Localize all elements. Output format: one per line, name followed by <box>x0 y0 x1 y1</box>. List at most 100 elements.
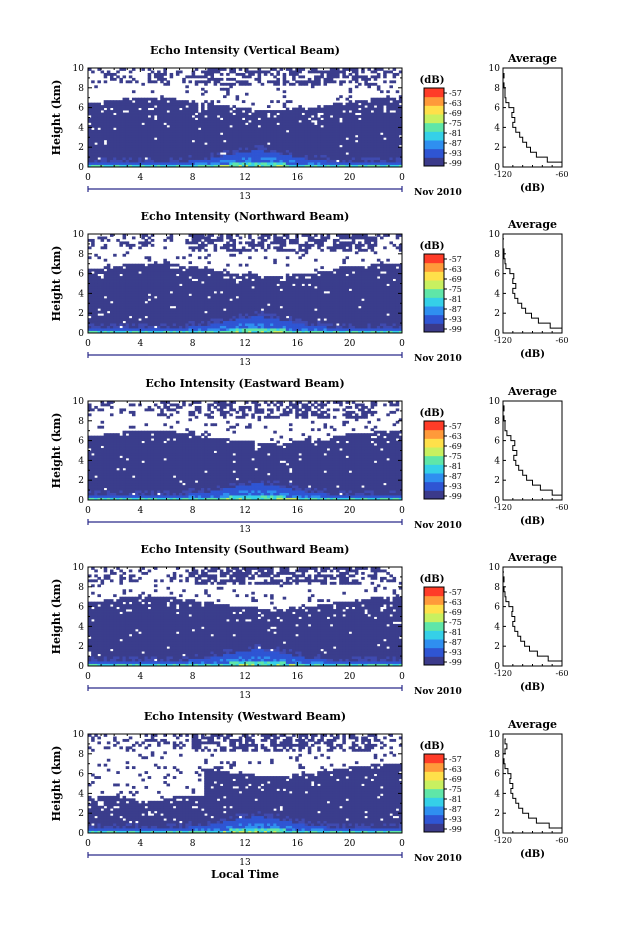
heatmap-cell <box>157 134 161 138</box>
heatmap-cell <box>320 328 324 331</box>
heatmap-cell <box>395 102 400 106</box>
heatmap-cell <box>229 137 233 141</box>
heatmap-cell <box>219 325 224 329</box>
heatmap-cell <box>339 82 343 86</box>
heatmap-cell <box>88 127 92 131</box>
heatmap-cell <box>169 320 174 324</box>
heatmap-cell <box>103 305 108 309</box>
heatmap-cell <box>395 290 400 294</box>
heatmap-cell <box>172 320 177 324</box>
heatmap-cell <box>348 323 353 326</box>
heatmap-cell <box>88 300 92 304</box>
heatmap-cell <box>395 162 400 165</box>
heatmap-cell <box>226 328 230 331</box>
heatmap-cell <box>354 300 359 304</box>
heatmap-cell <box>373 119 378 123</box>
heatmap-cell <box>386 290 390 294</box>
heatmap-cell <box>197 330 202 333</box>
heatmap-cell <box>336 142 340 146</box>
heatmap-cell <box>273 310 277 314</box>
heatmap-cell <box>141 295 145 299</box>
heatmap-cell <box>288 144 293 148</box>
heatmap-cell <box>361 295 365 299</box>
heatmap-cell <box>191 129 196 133</box>
heatmap-cell <box>113 147 117 151</box>
heatmap-cell <box>160 330 164 333</box>
heatmap-cell <box>232 149 236 153</box>
heatmap-cell <box>135 124 139 128</box>
heatmap-cell <box>395 107 400 111</box>
heatmap-cell <box>358 300 362 304</box>
heatmap-cell <box>131 318 136 322</box>
heatmap-cell <box>354 132 359 136</box>
heatmap-cell <box>304 310 309 314</box>
heatmap-cell <box>94 139 98 143</box>
heatmap-cell <box>179 318 183 322</box>
heatmap-cell <box>207 157 211 160</box>
heatmap-cell <box>169 293 174 297</box>
profile-title: Average <box>507 52 557 65</box>
heatmap-cell <box>354 137 359 141</box>
heatmap-cell <box>207 105 211 108</box>
heatmap-cell <box>216 328 221 331</box>
heatmap-cell <box>94 134 98 138</box>
heatmap-cell <box>358 105 362 108</box>
heatmap-cell <box>128 290 133 294</box>
heatmap-cell <box>298 122 302 126</box>
heatmap-cell <box>128 323 133 326</box>
heatmap-cell <box>307 134 312 138</box>
heatmap-cell <box>175 127 180 131</box>
heatmap-cell <box>122 330 127 333</box>
heatmap-cell <box>157 313 161 317</box>
heatmap-cell <box>301 318 306 322</box>
heatmap-cell <box>317 157 321 160</box>
heatmap-cell <box>386 147 390 151</box>
heatmap-cell <box>285 303 290 307</box>
heatmap-cell <box>150 152 155 156</box>
heatmap-cell <box>361 112 365 116</box>
heatmap-cell <box>88 144 92 148</box>
heatmap-cell <box>254 134 258 138</box>
heatmap-cell <box>226 105 230 108</box>
heatmap-cell <box>188 320 193 324</box>
heatmap-cell <box>245 124 249 128</box>
heatmap-cell <box>229 315 233 319</box>
heatmap-cell <box>376 102 381 106</box>
heatmap-cell <box>119 134 123 138</box>
heatmap-cell <box>150 122 155 126</box>
heatmap-cell <box>358 285 362 289</box>
heatmap-cell <box>339 102 343 106</box>
heatmap-cell <box>383 300 387 304</box>
heatmap-cell <box>119 129 123 133</box>
heatmap-cell <box>213 68 218 71</box>
heatmap-cell <box>266 70 271 74</box>
heatmap-cell <box>135 102 139 106</box>
heatmap-cell <box>304 80 309 84</box>
heatmap-cell <box>141 162 145 165</box>
heatmap-cell <box>94 117 98 121</box>
heatmap-cell <box>135 318 139 322</box>
heatmap-cell <box>232 144 236 148</box>
heatmap-cell <box>380 154 384 158</box>
heatmap-cell <box>109 105 114 108</box>
heatmap-cell <box>172 97 177 101</box>
heatmap-cell <box>232 323 236 326</box>
heatmap-cell <box>229 330 233 333</box>
heatmap-cell <box>157 152 161 156</box>
heatmap-cell <box>317 122 321 126</box>
heatmap-cell <box>191 105 196 108</box>
heatmap-cell <box>219 137 224 141</box>
heatmap-cell <box>288 325 293 329</box>
heatmap-cell <box>314 147 318 151</box>
heatmap-cell <box>389 117 393 121</box>
heatmap-cell <box>197 300 202 304</box>
heatmap-cell <box>298 295 302 299</box>
heatmap-cell <box>150 154 155 158</box>
heatmap-cell <box>182 288 186 292</box>
heatmap-cell <box>326 142 331 146</box>
heatmap-cell <box>191 159 196 163</box>
heatmap-cell <box>266 288 271 292</box>
heatmap-cell <box>153 119 158 123</box>
heatmap-cell <box>172 164 177 167</box>
heatmap-cell <box>232 147 236 151</box>
